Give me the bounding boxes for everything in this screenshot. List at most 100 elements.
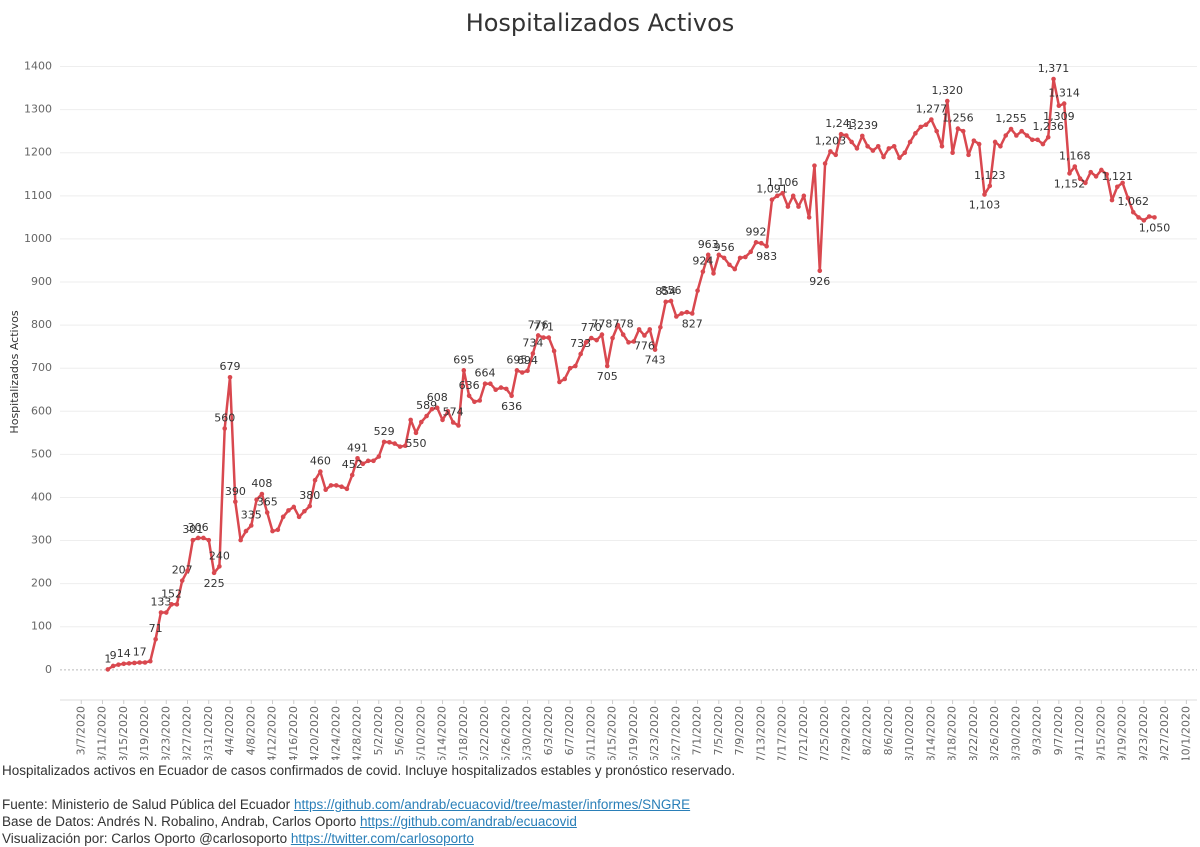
data-point — [264, 510, 270, 515]
x-tick-label: 6/19/2020 — [627, 706, 640, 760]
data-label: 771 — [533, 321, 554, 334]
data-point — [759, 240, 764, 246]
data-point — [1152, 215, 1157, 220]
data-point — [1099, 167, 1104, 173]
data-label: 1,121 — [1102, 170, 1134, 183]
data-point — [939, 143, 945, 149]
x-tick-label: 8/2/2020 — [861, 706, 874, 755]
data-point — [126, 661, 132, 666]
data-point — [318, 469, 323, 474]
x-tick-label: 7/5/2020 — [712, 706, 725, 755]
data-point — [418, 419, 424, 425]
data-label: 1,309 — [1043, 110, 1075, 123]
x-tick-label: 3/23/2020 — [159, 706, 172, 760]
data-point — [668, 298, 674, 304]
database-link[interactable]: https://github.com/andrab/ecuacovid — [359, 814, 577, 829]
database-line: Base de Datos: Andrés N. Robalino, Andra… — [2, 813, 1192, 830]
source-line: Fuente: Ministerio de Salud Pública del … — [2, 796, 1192, 813]
data-point — [110, 663, 116, 669]
data-point — [1146, 214, 1152, 219]
x-tick-label: 6/11/2020 — [584, 706, 597, 760]
x-tick-label: 6/27/2020 — [669, 706, 682, 760]
data-label: 9 — [110, 649, 117, 662]
data-point — [1045, 134, 1051, 140]
x-tick-label: 5/10/2020 — [414, 706, 427, 760]
data-point — [307, 503, 313, 509]
source-link[interactable]: https://github.com/andrab/ecuacovid/tree… — [293, 797, 691, 812]
x-tick-label: 4/4/2020 — [223, 706, 236, 755]
y-tick-label: 1400 — [24, 60, 52, 73]
y-tick-label: 1000 — [24, 232, 52, 245]
data-label: 983 — [756, 250, 777, 263]
data-label: 390 — [225, 485, 246, 498]
data-point — [918, 124, 924, 130]
data-point — [562, 376, 568, 382]
data-point — [493, 387, 498, 393]
data-label: 854 — [655, 285, 676, 298]
data-label: 365 — [257, 496, 278, 509]
data-point — [514, 368, 520, 373]
data-point — [727, 262, 732, 268]
data-label: 778 — [591, 318, 612, 331]
data-point — [689, 311, 695, 316]
data-point — [642, 333, 647, 338]
data-point — [503, 386, 509, 392]
viz-link[interactable]: https://twitter.com/carlosoporto — [290, 831, 474, 846]
x-tick-label: 3/31/2020 — [202, 706, 215, 760]
x-tick-label: 9/7/2020 — [1052, 706, 1065, 755]
data-point — [732, 266, 738, 272]
data-point — [472, 399, 477, 405]
data-point — [296, 514, 302, 520]
data-point — [812, 163, 817, 168]
data-point — [987, 183, 993, 189]
data-point — [291, 504, 297, 510]
x-tick-label: 9/15/2020 — [1094, 706, 1107, 760]
x-tick-label: 7/9/2020 — [733, 706, 746, 755]
data-point — [280, 514, 286, 520]
x-tick-label: 7/13/2020 — [754, 706, 767, 760]
x-tick-label: 4/28/2020 — [351, 706, 364, 760]
data-label: 1,314 — [1048, 87, 1080, 100]
data-point — [1125, 195, 1131, 201]
y-tick-label: 500 — [31, 447, 52, 460]
data-point — [711, 271, 716, 276]
x-tick-label: 3/7/2020 — [74, 706, 87, 755]
data-point — [769, 197, 775, 203]
data-label: 1,203 — [815, 134, 847, 147]
data-label: 301 — [182, 523, 203, 536]
data-point — [546, 335, 552, 340]
data-label: 608 — [427, 391, 448, 404]
data-point — [1130, 209, 1136, 215]
data-point — [700, 269, 706, 274]
data-point — [907, 139, 913, 145]
data-point — [822, 161, 828, 166]
data-point — [270, 528, 275, 534]
x-tick-label: 8/22/2020 — [967, 706, 980, 760]
data-point — [254, 497, 259, 502]
data-point — [551, 348, 557, 354]
data-point — [1035, 137, 1040, 143]
x-tick-label: 10/1/2020 — [1179, 706, 1192, 760]
data-point — [413, 430, 419, 436]
data-point — [828, 149, 833, 154]
data-point — [525, 368, 530, 374]
data-point — [891, 143, 897, 149]
data-point — [1003, 133, 1009, 138]
data-point — [1051, 76, 1056, 82]
data-label: 776 — [528, 318, 549, 331]
data-label: 491 — [347, 441, 368, 454]
data-point — [1077, 176, 1083, 181]
x-tick-label: 7/17/2020 — [776, 706, 789, 760]
data-label: 636 — [459, 379, 480, 392]
y-tick-label: 1300 — [24, 103, 52, 116]
data-label: 306 — [188, 521, 209, 534]
data-point — [482, 381, 488, 387]
data-point — [519, 370, 525, 375]
data-point — [381, 439, 387, 445]
data-point — [509, 393, 514, 399]
data-label: 1,050 — [1139, 221, 1171, 234]
data-point — [1029, 137, 1035, 143]
data-label: 1,062 — [1117, 195, 1149, 208]
data-point — [929, 117, 934, 122]
data-label: 695 — [506, 353, 527, 366]
